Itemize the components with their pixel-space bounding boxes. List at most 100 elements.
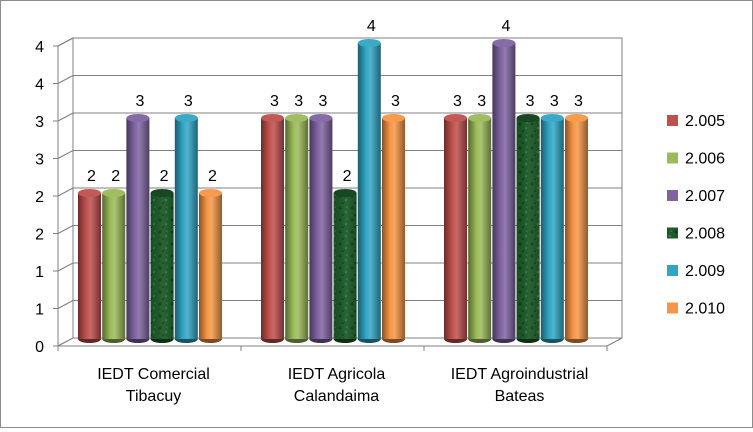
x-tick-label: IEDT Agroindustrial <box>451 366 589 383</box>
bar-top <box>174 114 198 122</box>
y-tick-label: 1 <box>35 302 44 319</box>
data-label: 4 <box>367 18 376 35</box>
data-label: 2 <box>208 168 217 185</box>
bar <box>285 114 309 343</box>
data-label: 3 <box>574 93 583 110</box>
x-tick-label: Calandaima <box>294 388 379 405</box>
legend-swatch <box>667 227 678 239</box>
bars <box>78 39 588 343</box>
bar-top <box>78 189 101 197</box>
data-label: 3 <box>135 93 144 110</box>
bar-body <box>285 118 309 339</box>
y-tick-label: 1 <box>35 264 44 281</box>
side-gridline <box>57 225 74 234</box>
side-gridline <box>57 262 74 272</box>
bar-body <box>174 118 198 339</box>
data-label: 3 <box>526 93 535 110</box>
data-label: 3 <box>270 93 279 110</box>
data-label: 3 <box>294 93 303 110</box>
bar <box>540 114 564 343</box>
y-tick-label: 0 <box>35 339 44 356</box>
side-gridline <box>57 300 74 309</box>
bar-body <box>357 43 381 339</box>
bar <box>444 114 467 343</box>
side-gridline <box>57 150 74 159</box>
data-label: 2 <box>160 168 169 185</box>
data-label: 3 <box>453 93 462 110</box>
bar-body <box>444 118 467 339</box>
bar <box>382 114 405 343</box>
bar-body <box>199 193 222 339</box>
data-label: 3 <box>477 93 486 110</box>
bar <box>150 189 174 343</box>
legend-swatch <box>667 152 678 164</box>
data-label: 3 <box>318 93 327 110</box>
bar <box>468 114 492 343</box>
bar <box>102 189 126 343</box>
legend-swatch <box>667 190 678 201</box>
y-tick-label: 4 <box>35 77 44 94</box>
bar <box>78 189 101 343</box>
bar <box>261 114 284 343</box>
legend: 2.005 2.006 2.007 2.008 2.009 2.010 <box>667 113 725 318</box>
bar-top <box>333 189 357 197</box>
bar <box>516 114 540 343</box>
bar-top <box>516 114 540 122</box>
bar-body <box>492 43 516 339</box>
bar-body <box>102 193 126 339</box>
y-tick-label: 2 <box>35 227 44 244</box>
bar-top <box>150 189 174 197</box>
bar-top <box>126 114 150 122</box>
bar-top <box>444 114 467 122</box>
data-label: 3 <box>184 93 193 110</box>
bar-top <box>261 114 284 122</box>
bar-top <box>199 189 222 197</box>
side-gridline <box>57 75 74 84</box>
legend-label: 2.007 <box>685 188 725 205</box>
bar-top <box>540 114 564 122</box>
bar-top <box>102 189 126 197</box>
side-gridline <box>57 112 74 122</box>
bar <box>126 114 150 343</box>
data-label: 3 <box>550 93 559 110</box>
bar-body <box>382 118 405 339</box>
bar <box>309 114 333 343</box>
bar <box>565 114 588 343</box>
data-label: 2 <box>87 168 96 185</box>
bar-top <box>285 114 309 122</box>
bar-body <box>468 118 492 339</box>
x-tick-label: IEDT Agricola <box>288 366 386 383</box>
bar-top <box>357 39 381 47</box>
y-tick-label: 4 <box>35 39 44 56</box>
y-tick-label: 2 <box>35 189 44 206</box>
side-gridline <box>57 187 74 197</box>
x-tick-label: Bateas <box>495 388 545 405</box>
bar-body <box>309 118 333 339</box>
x-tick-label: Tibacuy <box>126 388 181 405</box>
bar <box>333 189 357 343</box>
legend-swatch <box>667 115 678 126</box>
y-tick-label: 3 <box>35 114 44 131</box>
legend-swatch <box>667 302 678 314</box>
bar <box>492 39 516 343</box>
bar-body <box>540 118 564 339</box>
bar <box>357 39 381 343</box>
legend-label: 2.010 <box>685 301 725 318</box>
bar-body <box>565 118 588 339</box>
legend-label: 2.008 <box>685 226 725 243</box>
data-label: 4 <box>501 18 510 35</box>
legend-label: 2.009 <box>685 263 725 280</box>
bar-top <box>492 39 516 47</box>
bar-shade <box>150 193 174 339</box>
bar-shade <box>516 118 540 339</box>
bar-top <box>468 114 492 122</box>
bar <box>174 114 198 343</box>
data-label: 2 <box>343 168 352 185</box>
bar-shade <box>333 193 357 339</box>
x-tick-label: IEDT Comercial <box>97 366 210 383</box>
x-axis: IEDT Comercial Tibacuy IEDT Agricola Caland… <box>57 345 608 405</box>
bar-body <box>261 118 284 339</box>
